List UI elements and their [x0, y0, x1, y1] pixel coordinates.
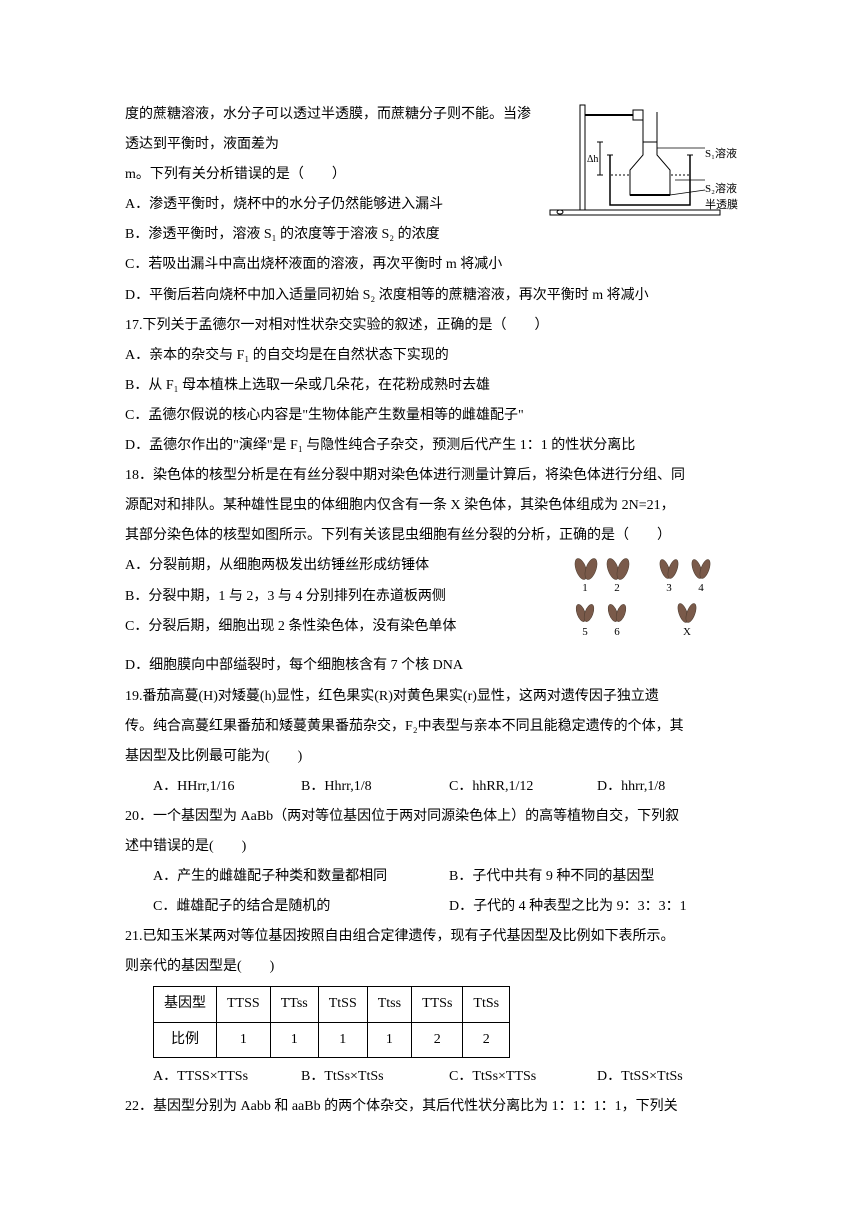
q22-stem-1: 22．基因型分别为 Aabb 和 aaBb 的两个体杂交，其后代性状分离比为 1… [125, 1092, 745, 1122]
svg-text:1: 1 [582, 582, 588, 594]
table-header-label: 基因型 [154, 987, 217, 1022]
svg-text:3: 3 [666, 582, 672, 594]
table-col-2: TtSS [318, 987, 367, 1022]
q21-option-d: D．TtSS×TtSs [597, 1062, 745, 1092]
chromosome-diagram: 1 2 3 4 5 6 X [565, 551, 745, 651]
q19-stem-3: 基因型及比例最可能为( ) [125, 742, 745, 772]
q19-stem-2: 传。纯合高蔓红果番茄和矮蔓黄果番茄杂交，F₂中表型与亲本不同且能稳定遗传的个体，… [125, 712, 745, 742]
table-col-0: TTSS [217, 987, 271, 1022]
s1-label: S₁溶液 [705, 147, 750, 162]
q20-option-d: D．子代的 4 种表型之比为 9：3：3：1 [449, 892, 745, 922]
q21-stem-1: 21.已知玉米某两对等位基因按照自由组合定律遗传，现有子代基因型及比例如下表所示… [125, 922, 745, 952]
osmosis-diagram: Δh S₁溶液 S₂溶液 半透膜 [545, 100, 745, 220]
q19-stem-1: 19.番茄高蔓(H)对矮蔓(h)显性，红色果实(R)对黄色果实(r)显性，这两对… [125, 682, 745, 712]
table-col-4: TTSs [412, 987, 463, 1022]
q18-stem-2: 源配对和排队。某种雄性昆虫的体细胞内仅含有一条 X 染色体，其染色体组成为 2N… [125, 491, 745, 521]
table-col-1: TTss [270, 987, 318, 1022]
q20-stem-1: 20．一个基因型为 AaBb（两对等位基因位于两对同源染色体上）的高等植物自交，… [125, 802, 745, 832]
q19-option-a: A．HHrr,1/16 [153, 772, 301, 802]
q19-options: A．HHrr,1/16 B．Hhrr,1/8 C．hhRR,1/12 D．hhr… [125, 772, 745, 802]
s2-label: S₂溶液 [705, 182, 750, 197]
table-val-0: 1 [217, 1022, 271, 1057]
table-val-4: 2 [412, 1022, 463, 1057]
table-val-5: 2 [463, 1022, 510, 1057]
q16-option-c: C．若吸出漏斗中高出烧杯液面的溶液，再次平衡时 m 将减小 [125, 250, 745, 280]
svg-text:5: 5 [582, 626, 588, 638]
q20-options-row2: C．雌雄配子的结合是随机的 D．子代的 4 种表型之比为 9：3：3：1 [125, 892, 745, 922]
table-col-5: TtSs [463, 987, 510, 1022]
q19-option-c: C．hhRR,1/12 [449, 772, 597, 802]
exam-page: Δh S₁溶液 S₂溶液 半透膜 度的蔗糖溶液，水分子可以透过半透膜，而蔗糖分子… [0, 0, 860, 1162]
svg-text:6: 6 [614, 626, 620, 638]
q21-option-a: A．TTSS×TTSs [153, 1062, 301, 1092]
svg-text:4: 4 [698, 582, 704, 594]
svg-text:2: 2 [614, 582, 620, 594]
q17-option-b: B．从 F₁ 母本植株上选取一朵或几朵花，在花粉成熟时去雄 [125, 371, 745, 401]
q19-option-b: B．Hhrr,1/8 [301, 772, 449, 802]
table-col-3: Ttss [367, 987, 411, 1022]
q17-stem: 17.下列关于孟德尔一对相对性状杂交实验的叙述，正确的是（ ） [125, 311, 745, 341]
q20-stem-2: 述中错误的是( ) [125, 832, 745, 862]
q21-option-b: B．TtSs×TtSs [301, 1062, 449, 1092]
delta-h-label: Δh [587, 154, 598, 165]
q20-options-row1: A．产生的雌雄配子种类和数量都相同 B．子代中共有 9 种不同的基因型 [125, 862, 745, 892]
q18-stem-3: 其部分染色体的核型如图所示。下列有关该昆虫细胞有丝分裂的分析，正确的是（ ） [125, 521, 745, 551]
q21-stem-2: 则亲代的基因型是( ) [125, 952, 745, 982]
q17-option-c: C．孟德尔假说的核心内容是"生物体能产生数量相等的雌雄配子" [125, 401, 745, 431]
table-val-2: 1 [318, 1022, 367, 1057]
q18-option-d: D．细胞膜向中部缢裂时，每个细胞核含有 7 个核 DNA [125, 651, 745, 681]
q21-option-c: C．TtSs×TTSs [449, 1062, 597, 1092]
q20-option-b: B．子代中共有 9 种不同的基因型 [449, 862, 745, 892]
table-ratio-label: 比例 [154, 1022, 217, 1057]
q20-option-c: C．雌雄配子的结合是随机的 [153, 892, 449, 922]
membrane-label: 半透膜 [705, 198, 750, 213]
genotype-table: 基因型 TTSS TTss TtSS Ttss TTSs TtSs 比例 1 1… [153, 986, 510, 1057]
svg-text:X: X [683, 626, 691, 638]
q16-option-d: D．平衡后若向烧杯中加入适量同初始 S₂ 浓度相等的蔗糖溶液，再次平衡时 m 将… [125, 281, 745, 311]
q18-stem-1: 18．染色体的核型分析是在有丝分裂中期对染色体进行测量计算后，将染色体进行分组、… [125, 461, 745, 491]
table-val-1: 1 [270, 1022, 318, 1057]
q17-option-d: D．孟德尔作出的"演绎"是 F₁ 与隐性纯合子杂交，预测后代产生 1：1 的性状… [125, 431, 745, 461]
q17-option-a: A．亲本的杂交与 F₁ 的自交均是在自然状态下实现的 [125, 341, 745, 371]
q21-options: A．TTSS×TTSs B．TtSs×TtSs C．TtSs×TTSs D．Tt… [125, 1062, 745, 1092]
q20-option-a: A．产生的雌雄配子种类和数量都相同 [153, 862, 449, 892]
table-val-3: 1 [367, 1022, 411, 1057]
q19-option-d: D．hhrr,1/8 [597, 772, 745, 802]
